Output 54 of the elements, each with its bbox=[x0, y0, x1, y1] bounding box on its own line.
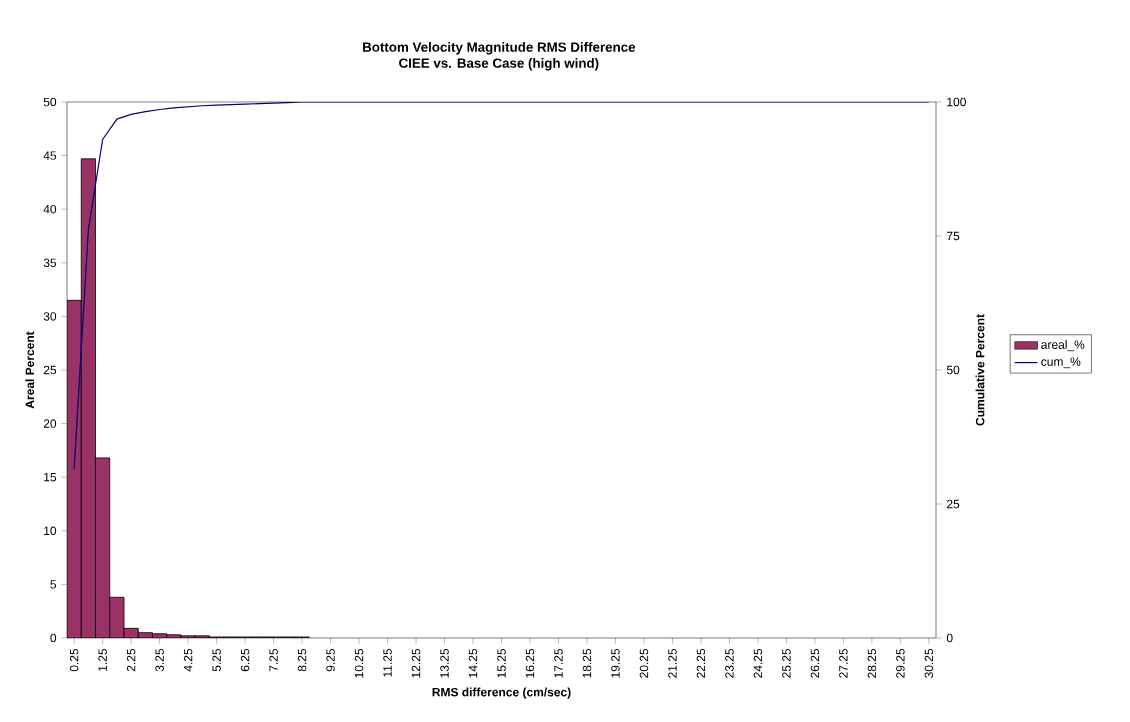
x-tick-label: 18.25 bbox=[582, 648, 592, 678]
y2-tick-label: 25 bbox=[947, 499, 960, 509]
y2-tick-label: 0 bbox=[946, 633, 953, 643]
x-tick-label: 9.25 bbox=[326, 648, 335, 672]
x-tick-label: 23.25 bbox=[725, 648, 734, 678]
x-tick-label: 16.25 bbox=[525, 648, 535, 678]
x-tick-label: 26.25 bbox=[810, 648, 820, 678]
x-axis-title: RMS difference (cm/sec) bbox=[432, 687, 571, 699]
x-tick-label: 4.25 bbox=[183, 648, 193, 672]
x-tick-label: 15.25 bbox=[497, 648, 506, 678]
x-tick-label: 29.25 bbox=[896, 648, 905, 678]
x-tick-label: 8.25 bbox=[297, 648, 307, 672]
y2-tick-label: 75 bbox=[947, 231, 960, 241]
y-tick-label: 20 bbox=[43, 419, 57, 428]
chart-title: Bottom Velocity Magnitude RMS Difference bbox=[363, 42, 636, 55]
x-tick-label: 5.25 bbox=[212, 648, 221, 672]
x-tick-label: 14.25 bbox=[468, 648, 478, 678]
y-tick-label: 30 bbox=[43, 312, 57, 321]
x-tick-label: 11.25 bbox=[383, 648, 392, 677]
x-tick-label: 25.25 bbox=[782, 648, 791, 678]
x-tick-label: 24.25 bbox=[753, 648, 763, 678]
x-tick-label: 13.25 bbox=[440, 648, 449, 678]
y2-tick-label: 50 bbox=[946, 365, 960, 375]
x-tick-label: 19.25 bbox=[611, 648, 620, 678]
x-tick-label: 1.25 bbox=[98, 648, 107, 671]
x-tick-label: 2.25 bbox=[126, 648, 136, 672]
y-tick-label: 0 bbox=[50, 633, 57, 643]
y-tick-label: 50 bbox=[43, 97, 57, 107]
x-tick-label: 3.25 bbox=[155, 648, 164, 672]
x-tick-label: 17.25 bbox=[554, 648, 563, 678]
x-tick-label: 28.25 bbox=[867, 648, 877, 678]
x-tick-label: 0.25 bbox=[69, 648, 79, 672]
x-tick-label: 30.25 bbox=[924, 648, 934, 678]
y-tick-label: 25 bbox=[43, 365, 57, 375]
y-tick-label: 35 bbox=[43, 258, 57, 268]
chart-subtitle: CIEE vs. Base Case (high wind) bbox=[399, 58, 599, 71]
x-tick-label: 20.25 bbox=[639, 648, 649, 678]
legend-label: areal_% bbox=[1041, 340, 1085, 352]
y2-axis-title: Cumulative Percent bbox=[975, 314, 985, 426]
x-tick-label: 7.25 bbox=[269, 648, 278, 672]
x-tick-label: 21.25 bbox=[668, 648, 677, 678]
y-tick-label: 10 bbox=[44, 526, 57, 536]
legend-label: cum_% bbox=[1041, 357, 1081, 369]
y-tick-label: 40 bbox=[43, 204, 57, 214]
x-tick-label: 10.25 bbox=[354, 648, 364, 678]
y2-tick-label: 100 bbox=[947, 97, 966, 107]
x-tick-label: 6.25 bbox=[240, 648, 250, 672]
x-tick-label: 12.25 bbox=[411, 648, 421, 678]
y-tick-label: 45 bbox=[43, 151, 57, 160]
y-axis-title: Areal Percent bbox=[25, 331, 35, 409]
y-tick-label: 15 bbox=[44, 473, 57, 482]
x-tick-label: 27.25 bbox=[839, 648, 848, 678]
x-tick-label: 22.25 bbox=[696, 648, 706, 678]
y-tick-label: 5 bbox=[50, 580, 57, 589]
